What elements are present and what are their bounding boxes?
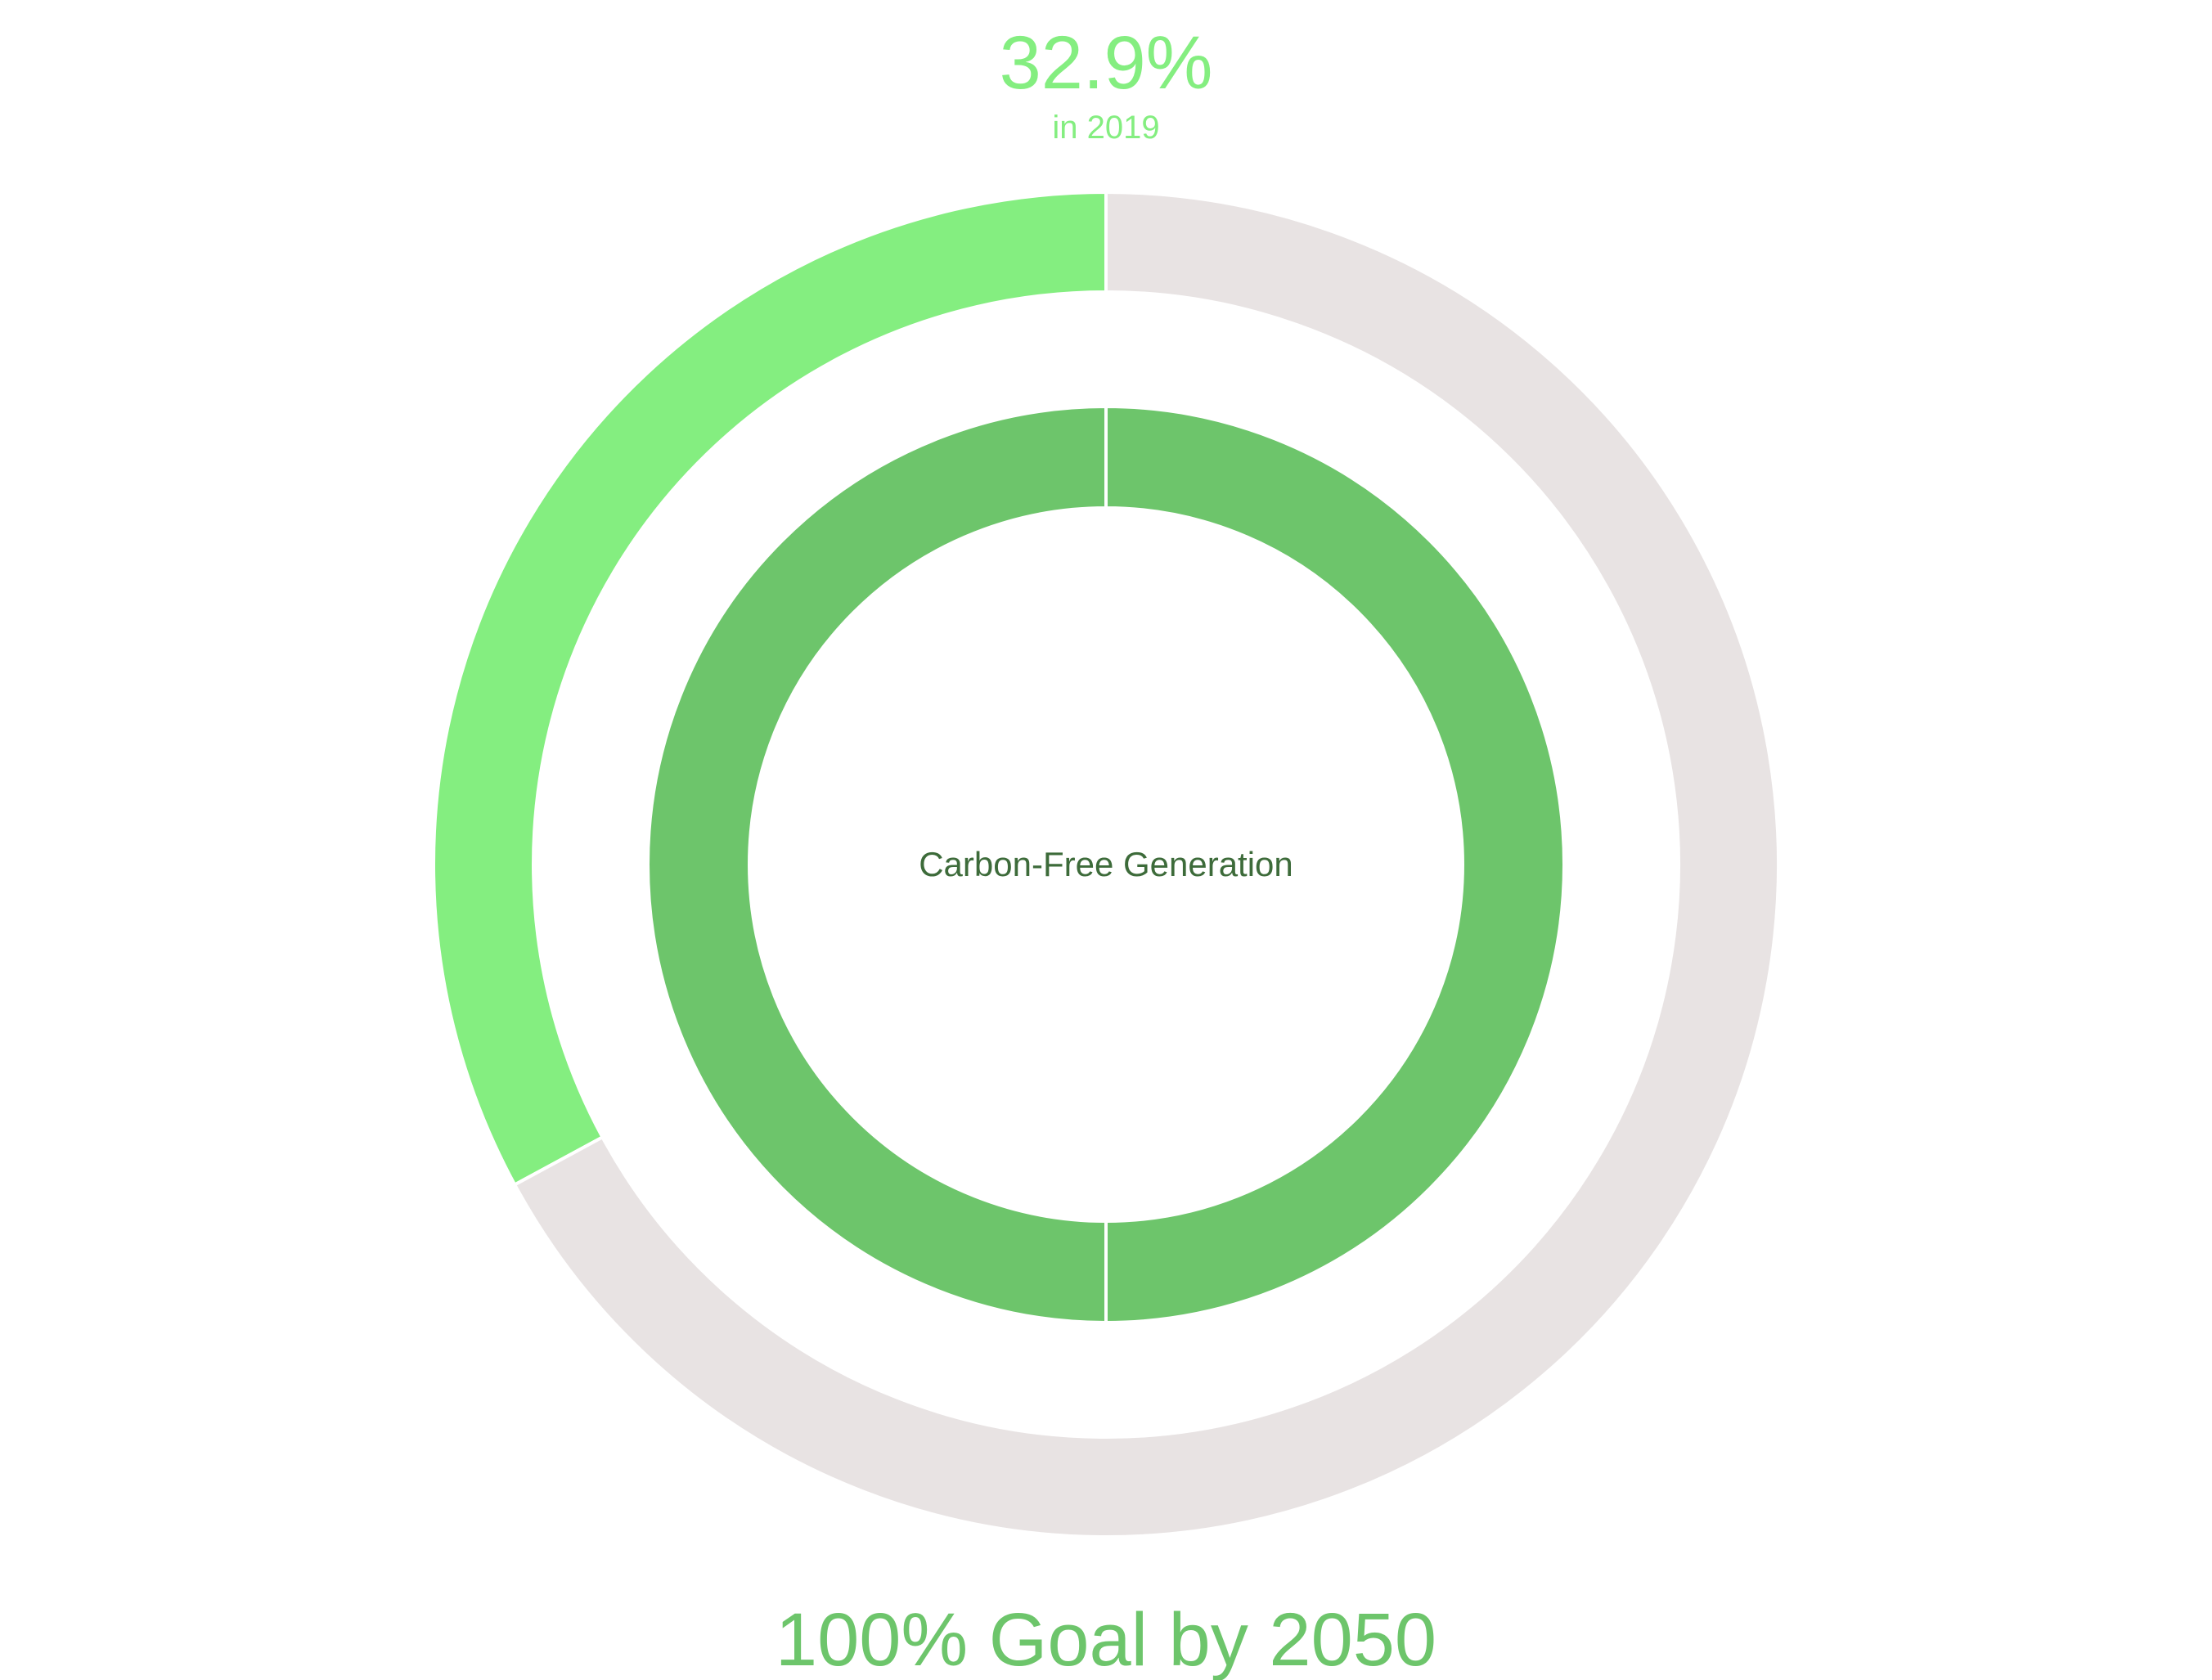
headline-value: 32.9% [999,21,1213,105]
inner-ring [646,404,1566,1325]
headline-subtitle: in 2019 [1052,110,1160,146]
outer-ring-slice-2 [512,190,1780,1539]
inner-ring-slice-2 [646,404,1108,1325]
inner-ring-slice-1 [1104,404,1566,1325]
outer-ring-slice-1 [432,190,1108,1188]
goal-footer: 100% Goal by 2050 [775,1598,1437,1680]
center-label: Carbon-Free Generation [919,845,1293,883]
outer-ring [432,190,1780,1539]
